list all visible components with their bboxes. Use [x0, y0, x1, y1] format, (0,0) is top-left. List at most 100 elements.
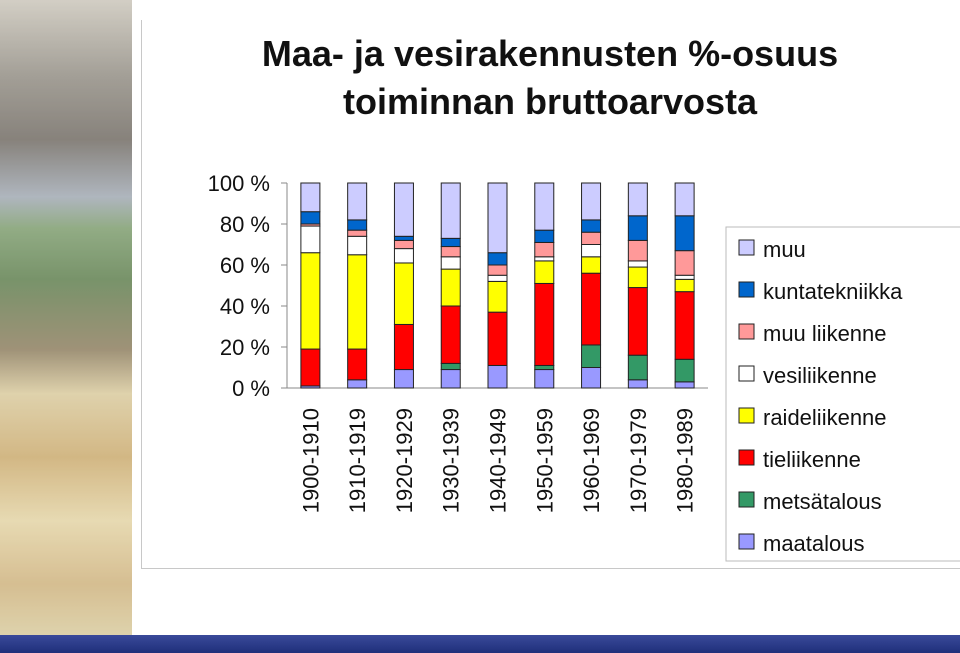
bar-segment-muu-liikenne — [393, 239, 414, 250]
bar-segment-muu — [347, 182, 368, 221]
bar-segment-muu — [440, 182, 461, 239]
bar-segment-muu-liikenne — [487, 264, 508, 276]
chart-title: Maa- ja vesirakennusten %-osuus toiminna… — [170, 30, 930, 126]
bar-segment-muu — [627, 182, 648, 217]
bar-segment-kuntatekniikka — [627, 215, 648, 241]
bar-segment-tieliikenne — [300, 348, 321, 387]
chart-legend: muu kuntatekniikka muu liikenne vesiliikenn… — [725, 226, 960, 562]
legend-swatch-raideliikenne — [738, 407, 755, 424]
bar-segment-vesiliikenne — [393, 248, 414, 264]
bar-segment-vesiliikenne — [581, 244, 602, 258]
legend-label-kuntatekniikka: kuntatekniikka — [763, 279, 903, 304]
bar-segment-raideliikenne — [674, 278, 695, 293]
x-tick-label: 1930-1939 — [439, 408, 464, 513]
bar-segment-maatalous — [581, 367, 602, 389]
legend-swatch-muu — [738, 239, 755, 256]
legend-label-mets-talous: metsätalous — [763, 489, 882, 514]
bar-segment-muu-liikenne — [347, 229, 368, 237]
bar-segment-vesiliikenne — [674, 274, 695, 280]
legend-label-muu: muu — [763, 237, 806, 262]
chart-bars — [300, 182, 695, 389]
bar-segment-kuntatekniikka — [534, 229, 555, 243]
legend-swatch-tieliikenne — [738, 449, 755, 466]
footer-bar — [0, 635, 960, 653]
bar-segment-maatalous — [393, 369, 414, 389]
x-tick-label: 1950-1959 — [532, 408, 557, 513]
chart-title-line-1: Maa- ja vesirakennusten %-osuus — [261, 33, 839, 74]
legend-swatch-kuntatekniikka — [738, 281, 755, 298]
bar-segment-muu-liikenne — [534, 241, 555, 258]
legend-swatch-maatalous — [738, 533, 755, 550]
bar-segment-mets-talous — [534, 364, 555, 371]
bar-segment-muu — [487, 182, 508, 254]
bar-segment-muu-liikenne — [581, 231, 602, 245]
bar-segment-tieliikenne — [440, 305, 461, 364]
bar-segment-vesiliikenne — [627, 260, 648, 268]
bar-segment-vesiliikenne — [300, 225, 321, 254]
x-tick-label: 1940-1949 — [486, 408, 511, 513]
bar-segment-kuntatekniikka — [581, 219, 602, 233]
bar-segment-maatalous — [627, 379, 648, 389]
bar-segment-vesiliikenne — [440, 256, 461, 270]
bar-segment-kuntatekniikka — [347, 219, 368, 231]
legend-label-muu-liikenne: muu liikenne — [763, 321, 887, 346]
bar-segment-muu-liikenne — [627, 239, 648, 262]
legend-label-maatalous: maatalous — [763, 531, 865, 556]
bar-segment-maatalous — [674, 381, 695, 389]
bar-segment-maatalous — [347, 379, 368, 389]
bar-segment-raideliikenne — [581, 256, 602, 274]
bar-segment-tieliikenne — [534, 282, 555, 366]
bar-segment-muu-liikenne — [674, 250, 695, 276]
y-tick-label: 0 % — [232, 376, 270, 401]
bar-segment-raideliikenne — [487, 280, 508, 313]
bar-segment-tieliikenne — [487, 311, 508, 366]
bar-segment-kuntatekniikka — [393, 235, 414, 241]
bar-segment-tieliikenne — [393, 323, 414, 371]
x-tick-labels: 1900-1910 1910-1919 1920-1929 1930-1939 1940… — [298, 408, 697, 513]
bar-segment-mets-talous — [627, 354, 648, 381]
bar-segment-tieliikenne — [674, 291, 695, 360]
bar-segment-mets-talous — [581, 344, 602, 369]
bar-segment-muu — [300, 182, 321, 213]
bar-segment-maatalous — [534, 369, 555, 389]
x-tick-label: 1980-1989 — [673, 408, 698, 513]
bar-segment-vesiliikenne — [347, 235, 368, 256]
bar-segment-kuntatekniikka — [674, 215, 695, 252]
bar-segment-kuntatekniikka — [487, 252, 508, 266]
bar-segment-kuntatekniikka — [300, 211, 321, 225]
legend-box — [725, 226, 960, 562]
bar-segment-mets-talous — [674, 358, 695, 383]
bar-segment-raideliikenne — [300, 252, 321, 350]
x-tick-label: 1910-1919 — [345, 408, 370, 513]
legend-label-vesiliikenne: vesiliikenne — [763, 363, 877, 388]
y-tick-label: 40 % — [220, 294, 270, 319]
bar-segment-raideliikenne — [347, 254, 368, 350]
bar-segment-kuntatekniikka — [440, 237, 461, 248]
bar-segment-muu — [393, 182, 414, 237]
y-tick-label: 100 % — [208, 171, 270, 196]
legend-label-tieliikenne: tieliikenne — [763, 447, 861, 472]
bar-segment-muu — [581, 182, 602, 221]
y-tick-label: 80 % — [220, 212, 270, 237]
legend-label-raideliikenne: raideliikenne — [763, 405, 887, 430]
bar-segment-maatalous — [487, 364, 508, 389]
bar-segment-vesiliikenne — [487, 274, 508, 282]
y-tick-label: 60 % — [220, 253, 270, 278]
bar-segment-mets-talous — [440, 362, 461, 371]
bar-segment-muu-liikenne — [440, 246, 461, 258]
x-tick-label: 1960-1969 — [579, 408, 604, 513]
legend-swatch-mets-talous — [738, 491, 755, 508]
bar-segment-muu — [674, 182, 695, 217]
x-tick-label: 1920-1929 — [392, 408, 417, 513]
bar-segment-maatalous — [440, 369, 461, 389]
bar-segment-vesiliikenne — [534, 256, 555, 262]
y-tick-label: 20 % — [220, 335, 270, 360]
x-tick-label: 1900-1910 — [298, 408, 323, 513]
bar-segment-raideliikenne — [393, 262, 414, 325]
legend-swatch-muu-liikenne — [738, 323, 755, 340]
bar-segment-raideliikenne — [440, 268, 461, 307]
decorative-photo-strip — [0, 0, 132, 635]
chart-title-line-2: toiminnan bruttoarvosta — [342, 81, 758, 122]
y-tick-labels: 0 % 20 % 40 % 60 % 80 % 100 % — [208, 171, 287, 401]
bar-segment-tieliikenne — [627, 287, 648, 356]
